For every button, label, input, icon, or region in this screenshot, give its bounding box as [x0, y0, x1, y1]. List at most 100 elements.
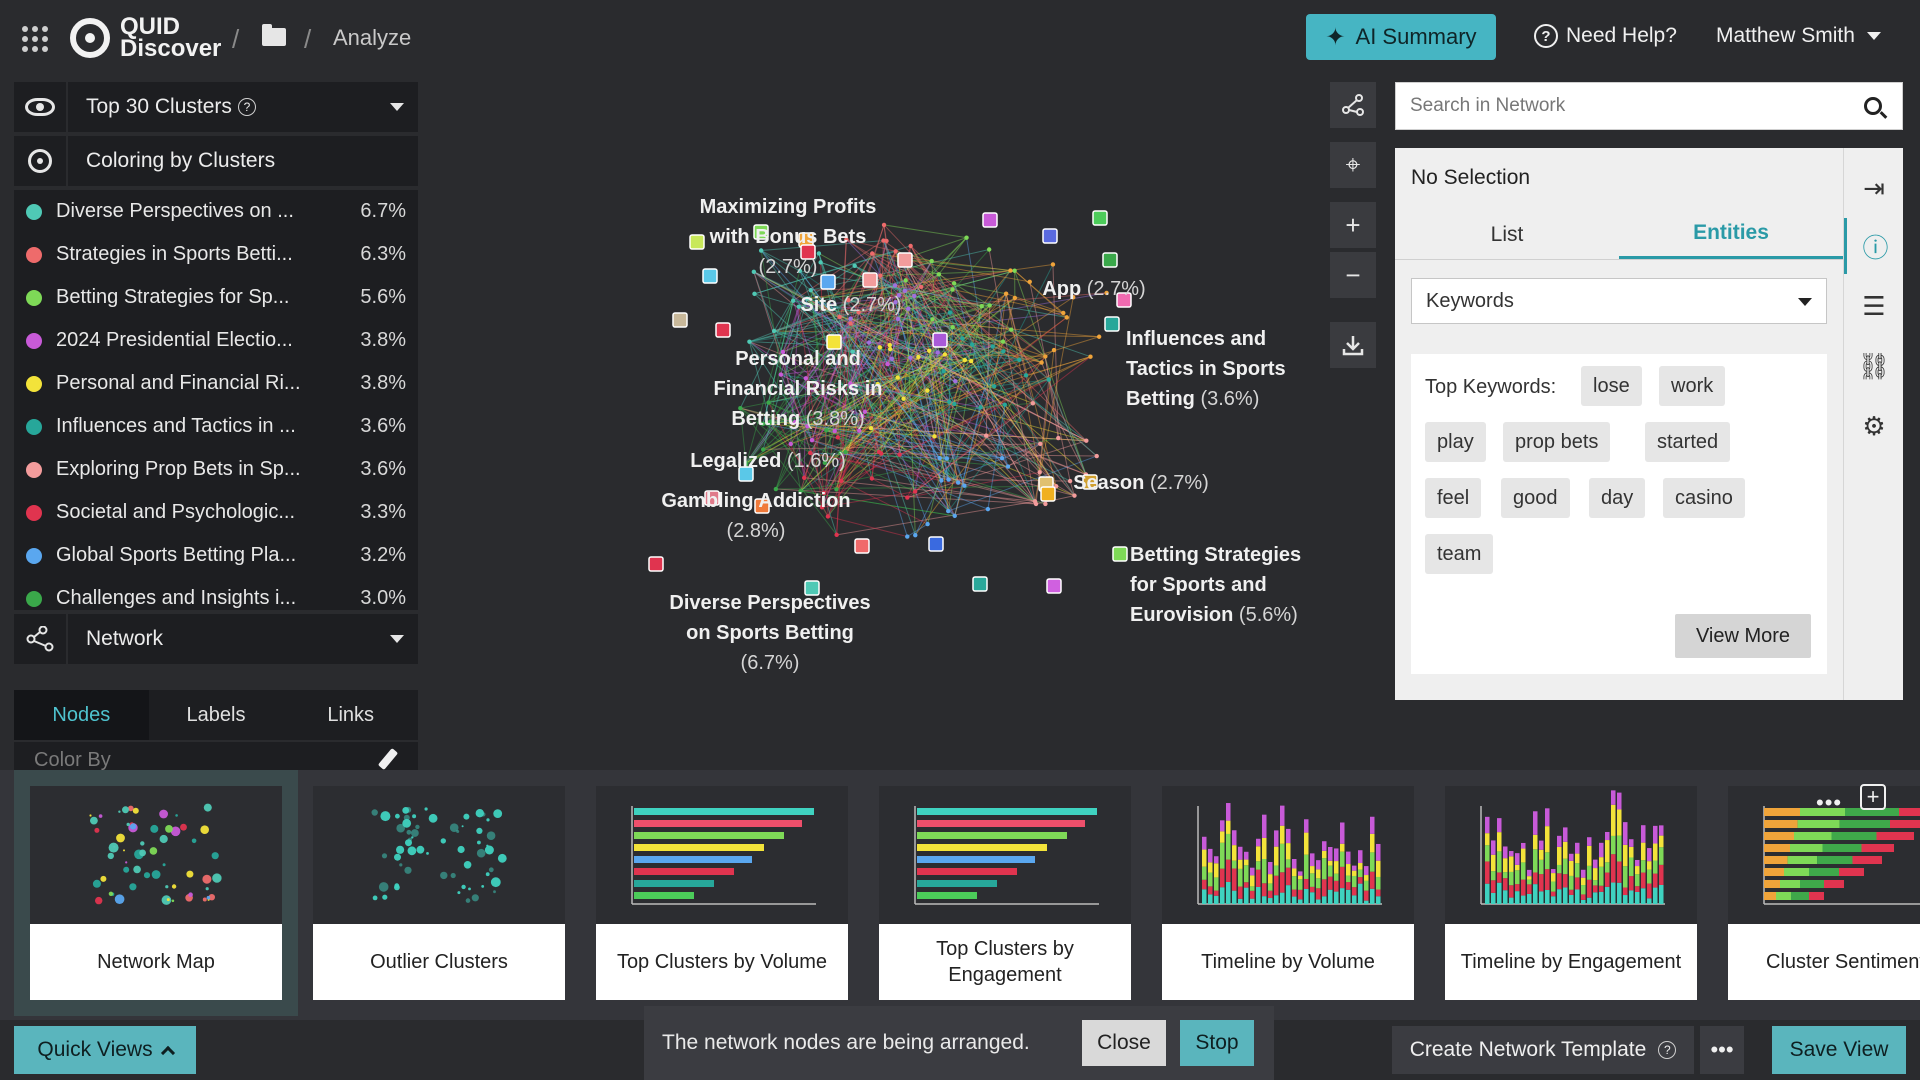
network-node[interactable]: [893, 300, 898, 305]
network-node[interactable]: [1001, 349, 1006, 354]
network-node[interactable]: [918, 284, 924, 290]
network-node[interactable]: [979, 303, 984, 309]
network-node[interactable]: [1033, 501, 1039, 507]
network-node[interactable]: [760, 447, 766, 452]
network-node[interactable]: [901, 396, 906, 401]
network-node[interactable]: [835, 435, 840, 440]
network-node[interactable]: [780, 349, 786, 355]
network-node[interactable]: [868, 425, 874, 431]
network-node[interactable]: [822, 460, 828, 466]
network-node[interactable]: [944, 456, 950, 461]
cluster-marker[interactable]: [1112, 546, 1128, 562]
keyword-chip[interactable]: lose: [1581, 366, 1642, 406]
network-node[interactable]: [908, 243, 913, 249]
network-node[interactable]: [1061, 310, 1066, 316]
network-node[interactable]: [889, 356, 895, 361]
cluster-marker[interactable]: [932, 332, 948, 348]
network-node[interactable]: [927, 348, 932, 353]
keyword-chip[interactable]: casino: [1663, 478, 1745, 518]
cluster-item[interactable]: Personal and Financial Ri... 3.8%: [14, 362, 418, 405]
network-node[interactable]: [860, 413, 865, 419]
network-node[interactable]: [969, 342, 975, 347]
network-node[interactable]: [887, 342, 892, 348]
need-help-link[interactable]: ? Need Help?: [1534, 24, 1677, 48]
cluster-marker[interactable]: [702, 268, 718, 284]
network-node[interactable]: [964, 235, 969, 240]
network-cluster-label[interactable]: Site (2.7%): [800, 294, 902, 316]
network-node[interactable]: [960, 336, 965, 341]
cluster-marker[interactable]: [854, 538, 870, 554]
network-dropdown[interactable]: Network: [14, 614, 418, 664]
network-node[interactable]: [1072, 493, 1077, 498]
network-node[interactable]: [808, 450, 813, 456]
quick-view-card[interactable]: Top Clusters by Volume: [596, 786, 848, 1000]
collapse-panel-icon[interactable]: ⇥: [1863, 172, 1885, 203]
network-node[interactable]: [878, 273, 883, 278]
quick-view-card[interactable]: Cluster Sentiment: [1728, 786, 1920, 1000]
cluster-marker[interactable]: [754, 498, 770, 514]
network-node[interactable]: [837, 314, 842, 320]
network-node[interactable]: [913, 532, 918, 538]
network-cluster-label[interactable]: Diverse Perspectives on Sports Betting (…: [669, 592, 871, 674]
network-node[interactable]: [968, 358, 974, 364]
network-node[interactable]: [952, 513, 957, 519]
network-node[interactable]: [792, 420, 798, 425]
cluster-marker[interactable]: [1046, 578, 1062, 594]
cluster-item[interactable]: Influences and Tactics in ... 3.6%: [14, 405, 418, 448]
keyword-chip[interactable]: day: [1589, 478, 1646, 518]
network-node[interactable]: [902, 288, 908, 293]
network-node[interactable]: [881, 222, 887, 228]
network-node[interactable]: [884, 238, 889, 244]
network-node[interactable]: [897, 452, 902, 457]
cluster-item[interactable]: Global Sports Betting Pla... 3.2%: [14, 534, 418, 577]
network-node[interactable]: [896, 293, 902, 298]
network-node[interactable]: [1027, 279, 1032, 285]
help-icon[interactable]: ?: [237, 98, 256, 116]
zoom-in-button[interactable]: +: [1330, 202, 1376, 248]
create-network-template-button[interactable]: Create Network Template ?: [1392, 1026, 1694, 1074]
quick-view-card[interactable]: Timeline by Volume: [1162, 786, 1414, 1000]
network-node[interactable]: [984, 433, 989, 438]
network-node[interactable]: [955, 480, 961, 485]
cluster-item[interactable]: Challenges and Insights i... 3.0%: [14, 577, 418, 610]
network-node[interactable]: [862, 409, 868, 414]
network-node[interactable]: [1030, 401, 1036, 406]
network-node[interactable]: [937, 455, 942, 461]
cluster-marker[interactable]: [804, 580, 820, 596]
network-node[interactable]: [1088, 354, 1093, 359]
coloring-row[interactable]: Coloring by Clusters: [14, 136, 418, 186]
network-node[interactable]: [895, 375, 900, 380]
network-node[interactable]: [893, 249, 898, 254]
search-icon[interactable]: [1864, 97, 1882, 115]
cluster-marker[interactable]: [1104, 316, 1120, 332]
cluster-marker[interactable]: [820, 274, 836, 290]
search-input[interactable]: [1410, 95, 1864, 117]
cluster-marker[interactable]: [1116, 292, 1132, 308]
cluster-marker[interactable]: [738, 466, 754, 482]
network-node[interactable]: [818, 260, 823, 265]
keyword-chip[interactable]: good: [1501, 478, 1570, 518]
network-node[interactable]: [1096, 334, 1102, 339]
cluster-item[interactable]: Betting Strategies for Sp... 5.6%: [14, 276, 418, 319]
network-node[interactable]: [987, 303, 992, 308]
quid-logo[interactable]: QUID Discover: [70, 15, 221, 61]
network-node[interactable]: [1008, 268, 1013, 273]
network-node[interactable]: [758, 248, 764, 253]
network-node[interactable]: [1043, 501, 1048, 507]
network-node[interactable]: [941, 368, 946, 374]
network-node[interactable]: [798, 488, 803, 494]
network-node[interactable]: [942, 352, 948, 357]
network-node[interactable]: [1043, 354, 1048, 359]
network-node[interactable]: [912, 489, 918, 494]
network-node[interactable]: [1037, 470, 1042, 475]
ai-summary-button[interactable]: ✦ AI Summary: [1306, 14, 1496, 60]
cluster-marker[interactable]: [800, 244, 816, 260]
more-options-icon[interactable]: •••: [1816, 790, 1843, 815]
network-node[interactable]: [877, 345, 883, 350]
layout-tool-button[interactable]: [1330, 82, 1376, 128]
network-node[interactable]: [1005, 464, 1011, 469]
network-node[interactable]: [1038, 441, 1043, 447]
cluster-marker[interactable]: [1102, 252, 1118, 268]
network-node[interactable]: [1084, 438, 1089, 443]
network-node[interactable]: [760, 421, 766, 426]
